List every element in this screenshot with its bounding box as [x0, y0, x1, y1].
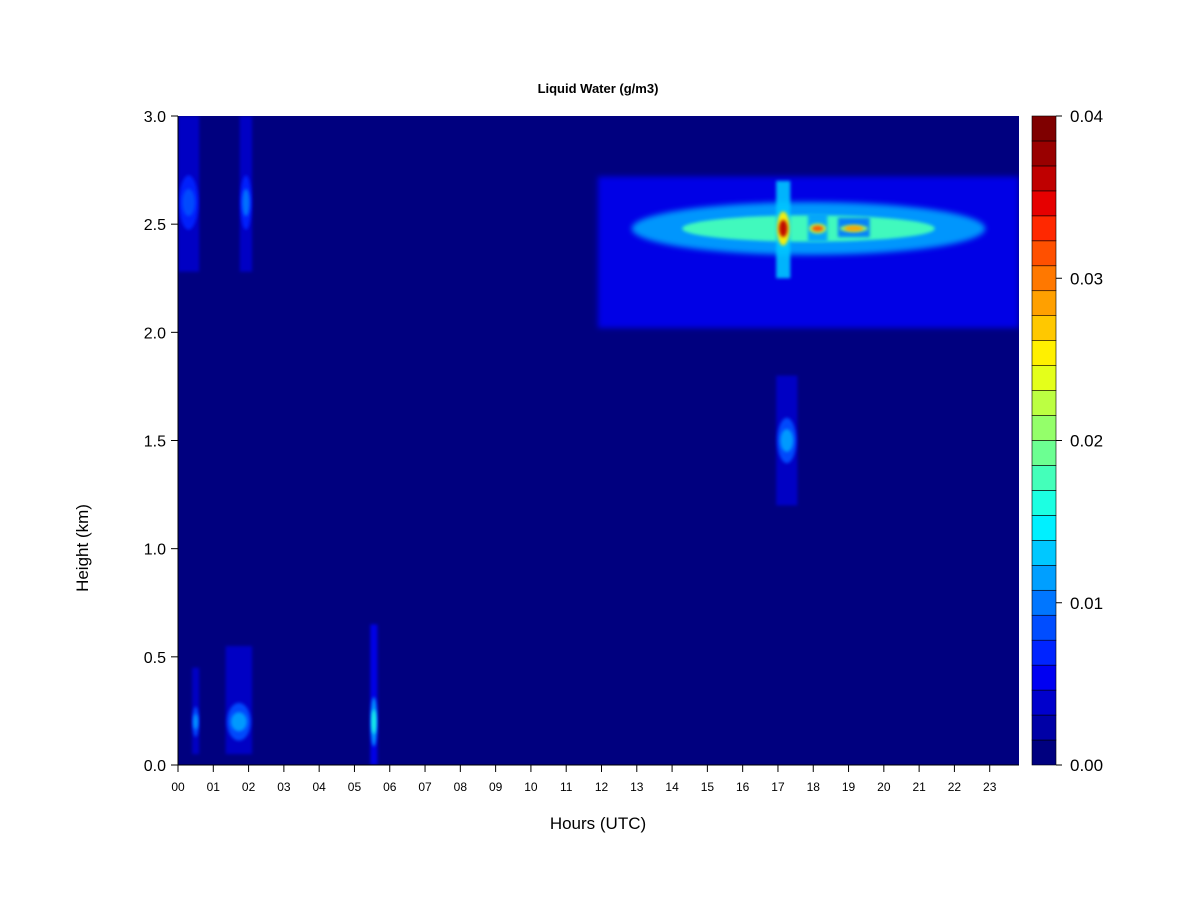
y-tick-label: 3.0 — [144, 109, 166, 126]
x-tick-label: 17 — [771, 780, 785, 794]
x-tick-label: 12 — [595, 780, 609, 794]
heatmap-cell — [811, 225, 824, 232]
colorbar-level — [1031, 140, 1057, 167]
colorbar-level — [1031, 739, 1057, 766]
colorbar-level — [1031, 465, 1057, 491]
colorbar-level — [1031, 390, 1057, 416]
y-tick-label: 1.0 — [144, 542, 166, 559]
y-tick-label: 0.5 — [144, 650, 166, 667]
x-tick-label: 13 — [630, 780, 644, 794]
colorbar-level — [1031, 589, 1057, 616]
heatmap-cell — [780, 429, 794, 452]
x-tick-label: 03 — [277, 780, 291, 794]
colorbar-level — [1031, 115, 1057, 142]
y-axis-label: Height (km) — [73, 504, 92, 592]
colorbar-level — [1031, 540, 1057, 566]
heatmap-cell — [182, 188, 195, 217]
heatmap-cell — [371, 709, 376, 735]
heatmap-cell — [779, 219, 788, 238]
x-tick-label: 19 — [842, 780, 856, 794]
heatmap-cell — [844, 225, 864, 232]
colorbar-level — [1031, 240, 1057, 267]
x-tick-label: 06 — [383, 780, 397, 794]
colorbar-level — [1031, 190, 1057, 217]
x-tick-label: 10 — [524, 780, 538, 794]
x-tick-label: 02 — [242, 780, 256, 794]
y-tick-label: 0.0 — [144, 758, 166, 775]
x-tick-label: 21 — [912, 780, 926, 794]
colorbar-level — [1031, 614, 1057, 641]
y-tick-label: 1.5 — [144, 434, 166, 451]
x-tick-label: 04 — [312, 780, 326, 794]
x-tick-label: 05 — [348, 780, 362, 794]
x-tick-label: 14 — [665, 780, 679, 794]
y-tick-label: 2.5 — [144, 217, 166, 234]
x-tick-label: 16 — [736, 780, 750, 794]
heatmap-cell — [242, 188, 250, 217]
colorbar-level — [1031, 515, 1057, 541]
colorbar-level — [1031, 265, 1057, 292]
x-tick-label: 01 — [207, 780, 221, 794]
colorbar-level — [1031, 664, 1057, 691]
colorbar-level — [1031, 365, 1057, 391]
plot-area — [178, 116, 1019, 765]
colorbar-level — [1031, 639, 1057, 666]
x-tick-label: 15 — [701, 780, 715, 794]
x-axis-label: Hours (UTC) — [550, 814, 646, 833]
x-tick-label: 11 — [560, 780, 573, 794]
colorbar-level — [1031, 440, 1057, 466]
x-tick-label: 22 — [948, 780, 962, 794]
heatmap-cell — [230, 712, 247, 732]
colorbar-tick-label: 0.00 — [1070, 756, 1103, 775]
colorbar-tick-label: 0.03 — [1070, 269, 1103, 288]
colorbar-level — [1031, 290, 1057, 316]
colorbar-level — [1031, 340, 1057, 366]
axes: 0.0 0.5 1.0 1.5 2.0 2.5 3.0 00 01 02 03 04 05 06 07 08 0… — [144, 109, 1019, 794]
colorbar-level — [1031, 215, 1057, 242]
x-tick-label: 07 — [418, 780, 432, 794]
x-tick-label: 23 — [983, 780, 997, 794]
x-tick-label: 08 — [454, 780, 468, 794]
x-tick-label: 00 — [171, 780, 185, 794]
colorbar-level — [1031, 689, 1057, 716]
colorbar-level — [1031, 490, 1057, 516]
heatmap-cell — [193, 714, 198, 730]
colorbar-tick-label: 0.02 — [1070, 432, 1103, 451]
colorbar-level — [1031, 315, 1057, 341]
chart-title: Liquid Water (g/m3) — [538, 81, 659, 96]
colorbar: 0.00 0.01 0.02 0.03 0.04 — [1031, 107, 1103, 775]
colorbar-level — [1031, 565, 1057, 591]
x-tick-label: 20 — [877, 780, 891, 794]
heatmap-features — [178, 116, 1019, 765]
y-tick-label: 2.0 — [144, 325, 166, 342]
colorbar-tick-label: 0.01 — [1070, 594, 1103, 613]
x-tick-label: 09 — [489, 780, 503, 794]
colorbar-level — [1031, 714, 1057, 741]
heatmap-cell — [370, 624, 378, 765]
colorbar-level — [1031, 415, 1057, 441]
x-tick-label: 18 — [807, 780, 821, 794]
colorbar-level — [1031, 165, 1057, 192]
colorbar-tick-label: 0.04 — [1070, 107, 1103, 126]
